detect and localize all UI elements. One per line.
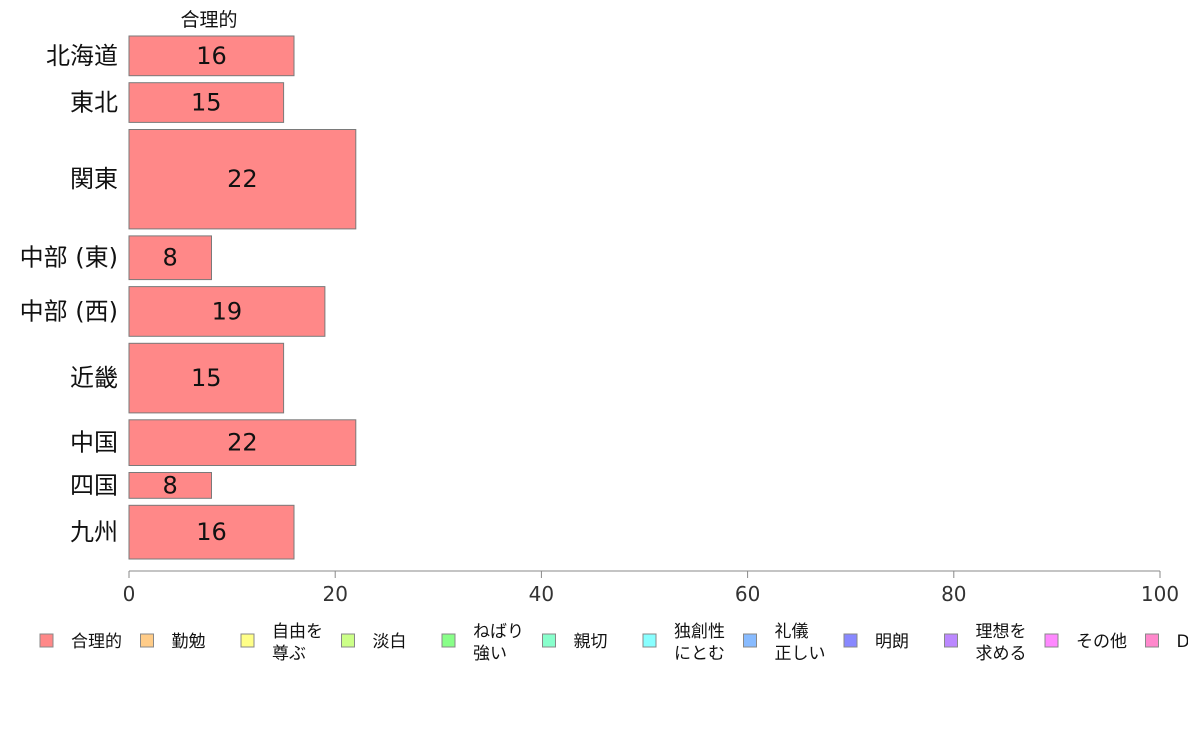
category-label: 関東 [70, 165, 118, 193]
legend-label: 親切 [574, 632, 608, 652]
legend-swatch [441, 633, 456, 648]
category-label: 中部 (東) [20, 244, 118, 272]
category-label: 北海道 [46, 42, 118, 70]
legend-label: 求める [976, 644, 1027, 664]
x-axis: 0 20 40 60 80 100 [123, 570, 1179, 606]
category-label: 中国 [70, 429, 118, 457]
legend-swatch [843, 633, 858, 648]
legend-swatch [743, 633, 757, 648]
bar-value-label: 16 [196, 42, 227, 70]
legend-label: 理想を [976, 622, 1027, 642]
x-tick-label: 20 [322, 582, 347, 606]
legend-swatch [944, 633, 958, 648]
bar-2 [128, 82, 285, 123]
series-title: 合理的 [180, 9, 237, 31]
bar-value-label: 22 [227, 429, 258, 457]
legend-label: 淡白 [373, 632, 407, 652]
legend-swatch [1044, 633, 1059, 648]
bar-1 [128, 35, 295, 77]
x-tick-label: 0 [123, 582, 136, 606]
bar-4 [128, 235, 212, 281]
category-label: 中部 (西) [20, 297, 118, 325]
bar-7 [128, 419, 357, 466]
bar-value-label: 15 [191, 89, 222, 117]
x-tick-label: 60 [735, 582, 760, 606]
legend-label: 勤勉 [172, 632, 206, 652]
legend-swatch [542, 633, 556, 648]
bar-9 [128, 504, 295, 560]
bar-value-label: 16 [196, 518, 227, 546]
legend-label: 正しい [775, 644, 826, 664]
x-tick-label: 40 [529, 582, 554, 606]
legend-label: 尊ぶ [272, 644, 306, 664]
bar-6 [128, 342, 285, 414]
legend-label: 独創性 [674, 622, 725, 642]
x-tick-label: 80 [941, 582, 966, 606]
legend-swatch [1145, 633, 1159, 648]
category-label: 四国 [70, 471, 118, 499]
legend-label: D [1177, 632, 1188, 652]
legend-swatch [642, 633, 657, 648]
legend-label: 自由を [272, 622, 323, 642]
bar-value-label: 8 [163, 471, 178, 499]
category-label: 近畿 [70, 364, 118, 392]
legend-swatch [341, 633, 355, 648]
legend-swatch [39, 633, 54, 648]
legend-label: 明朗 [875, 632, 909, 652]
bar-value-label: 8 [163, 244, 178, 272]
legend-label: にとむ [674, 644, 725, 664]
x-tick-label: 100 [1141, 582, 1179, 606]
category-label: 九州 [70, 518, 118, 546]
category-label: 東北 [70, 89, 118, 117]
legend-label: 強い [473, 644, 507, 664]
legend-swatch [240, 633, 255, 648]
bars-group: 16 北海道 15 東北 22 関東 8 中部 (東) 19 中部 (西) 15 近畿 22 中国 8 四国 1… [20, 35, 357, 560]
bar-value-label: 15 [191, 364, 222, 392]
bar-8 [128, 472, 212, 499]
legend-label: その他 [1076, 632, 1127, 652]
legend-label: ねばり [473, 622, 524, 642]
bar-value-label: 19 [212, 297, 243, 325]
bar-value-label: 22 [227, 165, 258, 193]
bar-3 [128, 129, 357, 230]
legend-swatch [140, 633, 154, 648]
legend-label: 合理的 [71, 632, 122, 652]
bar-5 [128, 286, 326, 337]
legend-label: 礼儀 [775, 622, 809, 642]
